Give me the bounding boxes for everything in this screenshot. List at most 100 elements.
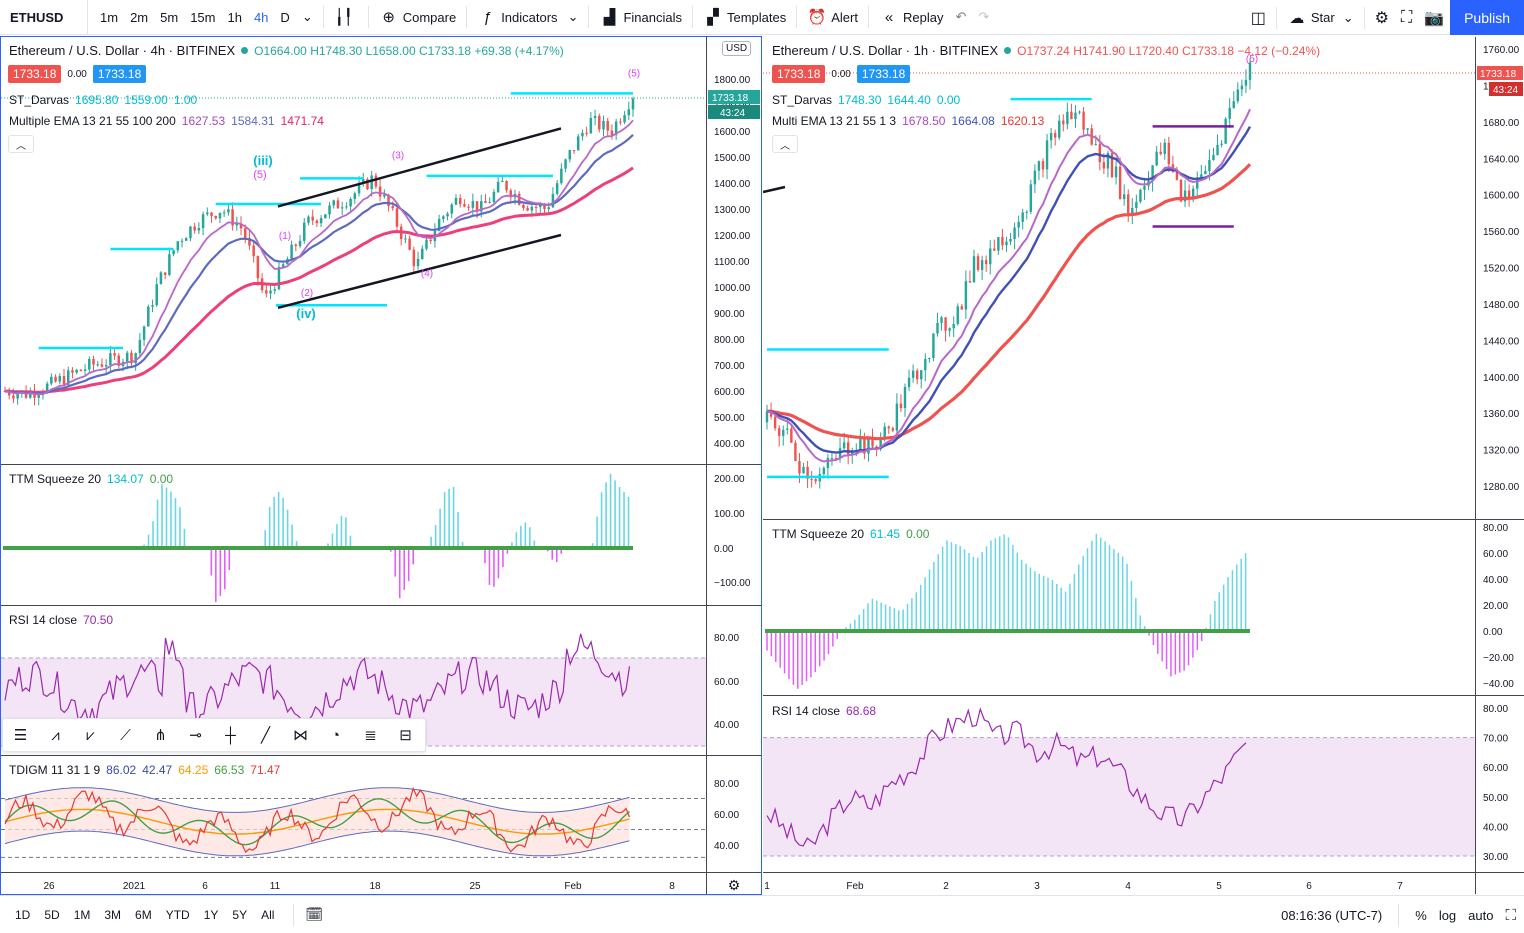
- interval-5m[interactable]: 5m: [160, 9, 179, 25]
- squeeze-value: 0.00: [149, 472, 174, 486]
- candle-body: [786, 428, 789, 430]
- candle-body: [1191, 188, 1195, 198]
- chevron-down-icon: ⌄: [1342, 9, 1354, 25]
- squeeze-tick-label: 100.00: [714, 509, 745, 520]
- range-1d[interactable]: 1D: [15, 907, 31, 922]
- layout-button[interactable]: ◫: [1245, 0, 1272, 35]
- redo-button[interactable]: ↷: [972, 0, 995, 35]
- candle-body: [1236, 89, 1240, 102]
- squeeze-value: 61.45: [870, 527, 901, 541]
- candle-body: [231, 209, 234, 226]
- interval-15m[interactable]: 15m: [190, 9, 216, 25]
- log-scale-toggle[interactable]: log: [1438, 907, 1457, 923]
- arc-icon[interactable]: ◔: [330, 726, 341, 744]
- candle-body: [1204, 171, 1207, 175]
- tdi-tick-label: 60.00: [714, 810, 739, 821]
- goto-date-button[interactable]: 🗓: [298, 906, 330, 923]
- trend-line-icon[interactable]: ⟋: [120, 726, 131, 744]
- price-tick-label: 1800.00: [714, 75, 751, 86]
- horizontal-ray-icon[interactable]: ⊸: [189, 727, 202, 744]
- left-legend-collapse-button[interactable]: ︿: [8, 135, 34, 153]
- squeeze-value: 134.07: [107, 472, 144, 486]
- range-all[interactable]: All: [261, 907, 275, 922]
- candle-body: [378, 186, 382, 197]
- candle-body: [1187, 190, 1191, 198]
- range-1m[interactable]: 1M: [73, 907, 91, 922]
- replay-button[interactable]: « Replay: [873, 0, 949, 35]
- left-main-legend: Ethereum / U.S. Dollar · 4h · BITFINEX O…: [9, 43, 564, 58]
- candle-body: [1033, 170, 1037, 185]
- candle-body: [147, 306, 150, 327]
- left-buy-price[interactable]: 1733.18: [92, 65, 147, 83]
- right-legend-collapse-button[interactable]: ︿: [772, 135, 798, 153]
- left-ohlc: O1664.00 H1748.30 L1658.00 C1733.18 +69.…: [254, 44, 564, 58]
- left-sell-price[interactable]: 1733.18: [8, 65, 62, 83]
- clock-readout[interactable]: 08:16:36 (UTC-7): [1281, 907, 1383, 923]
- range-ytd[interactable]: YTD: [165, 907, 190, 922]
- templates-button[interactable]: ▞ Templates: [697, 0, 792, 35]
- fullscreen-button[interactable]: ⛶: [1395, 0, 1418, 35]
- replay-label: Replay: [902, 9, 944, 25]
- range-1y[interactable]: 1Y: [203, 907, 219, 922]
- interval-1h[interactable]: 1h: [227, 9, 242, 25]
- candle-body: [859, 438, 862, 450]
- fib-icon[interactable]: ≣: [364, 727, 377, 744]
- tdi-value: 66.53: [214, 763, 245, 777]
- line-icon[interactable]: ╱: [260, 727, 271, 744]
- percent-scale-toggle[interactable]: %: [1415, 907, 1427, 923]
- elliott-wave-icon[interactable]: ⩘: [51, 726, 60, 744]
- candle-body: [907, 377, 911, 387]
- abcd-pattern-icon[interactable]: ⩗: [86, 726, 95, 744]
- candle-body: [606, 120, 609, 131]
- right-chart-canvas[interactable]: 1760.001720.001680.001640.001600.001560.…: [763, 37, 1524, 894]
- range-3m[interactable]: 3M: [104, 907, 122, 922]
- menu-icon[interactable]: ☰: [13, 727, 28, 744]
- candle-body: [243, 228, 247, 238]
- publish-button[interactable]: Publish: [1450, 0, 1524, 35]
- price-tick-label: 1100.00: [714, 257, 750, 268]
- interval-dropdown[interactable]: ⌄: [296, 0, 319, 35]
- candle-body: [408, 238, 411, 250]
- candle-body: [142, 326, 146, 340]
- indicators-button[interactable]: ƒ Indicators ⌄: [471, 0, 584, 35]
- interval-1m[interactable]: 1m: [100, 9, 119, 25]
- snapshot-button[interactable]: 📷: [1418, 0, 1450, 35]
- left-high: H1748.30: [310, 43, 363, 58]
- auto-scale-toggle[interactable]: auto: [1468, 907, 1494, 923]
- right-buy-price[interactable]: 1733.18: [856, 65, 911, 83]
- price-tick-label: 1480.00: [1483, 300, 1520, 311]
- settings-button[interactable]: ⚙: [1369, 0, 1395, 35]
- undo-button[interactable]: ↶: [949, 0, 972, 35]
- channel-icon[interactable]: ⊟: [399, 727, 412, 744]
- interval-d[interactable]: D: [280, 9, 290, 25]
- interval-4h[interactable]: 4h: [253, 9, 269, 25]
- chart-type-button[interactable]: ╽╿: [328, 0, 364, 35]
- pattern-icon[interactable]: ⋈: [293, 727, 308, 744]
- compare-button[interactable]: ⊕ Compare: [373, 0, 462, 35]
- candle-body: [1139, 189, 1142, 202]
- range-5d[interactable]: 5D: [44, 907, 60, 922]
- star-button[interactable]: ☁ Star ⌄: [1281, 0, 1360, 35]
- range-6m[interactable]: 6M: [135, 907, 152, 922]
- candle-body: [920, 370, 923, 380]
- vertical-lines-icon[interactable]: ┼: [225, 726, 236, 744]
- candle-body: [822, 467, 826, 475]
- divider: [1363, 6, 1365, 29]
- candle-body: [576, 136, 580, 151]
- right-sell-price[interactable]: 1733.18: [772, 65, 826, 83]
- interval-2m[interactable]: 2m: [130, 9, 149, 25]
- alert-button[interactable]: ⏰ Alert: [801, 0, 864, 35]
- financials-button[interactable]: ▟ Financials: [593, 0, 688, 35]
- maximize-icon[interactable]: ⛶: [1505, 906, 1516, 924]
- candle-body: [366, 179, 369, 190]
- pitchfork-icon[interactable]: ⋔: [154, 727, 167, 744]
- candle-body: [1224, 118, 1227, 144]
- symbol-search[interactable]: ETHUSD: [0, 0, 88, 35]
- candle-body: [952, 323, 955, 329]
- candle-body: [328, 205, 331, 215]
- candle-body: [117, 355, 121, 366]
- currency-label[interactable]: USD: [722, 41, 752, 56]
- candle-body: [96, 364, 99, 366]
- ema-fast-line: [4, 119, 634, 396]
- range-5y[interactable]: 5Y: [232, 907, 248, 922]
